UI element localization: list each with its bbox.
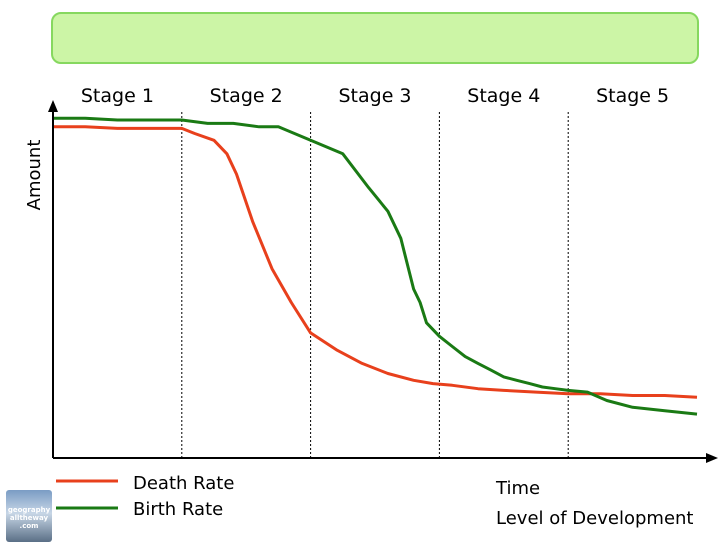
legend-label-death-rate: Death Rate <box>133 473 234 494</box>
stage-label-5: Stage 5 <box>596 85 669 107</box>
stage-label-2: Stage 2 <box>210 85 283 107</box>
stage-label-3: Stage 3 <box>338 85 411 107</box>
stage-label-4: Stage 4 <box>467 85 540 107</box>
logo: geography alltheway .com <box>6 490 52 542</box>
series-line-death-rate <box>53 125 698 399</box>
legend-label-birth-rate: Birth Rate <box>133 499 223 520</box>
y-axis-arrow <box>48 100 58 112</box>
x-axis-label: Time <box>495 478 540 499</box>
stage-label-1: Stage 1 <box>81 85 154 107</box>
series-lines <box>53 116 698 416</box>
title-box <box>51 12 699 64</box>
stage-labels: Stage 1 Stage 2 Stage 3 Stage 4 Stage 5 <box>81 85 669 107</box>
x-axis-secondary-label: Level of Development <box>496 508 693 529</box>
x-axis-arrow <box>706 453 718 463</box>
stage-dividers <box>181 112 569 458</box>
legend: Death Rate Birth Rate <box>56 473 234 520</box>
series-line-birth-rate <box>53 116 698 416</box>
y-axis-label: Amount <box>24 140 45 211</box>
